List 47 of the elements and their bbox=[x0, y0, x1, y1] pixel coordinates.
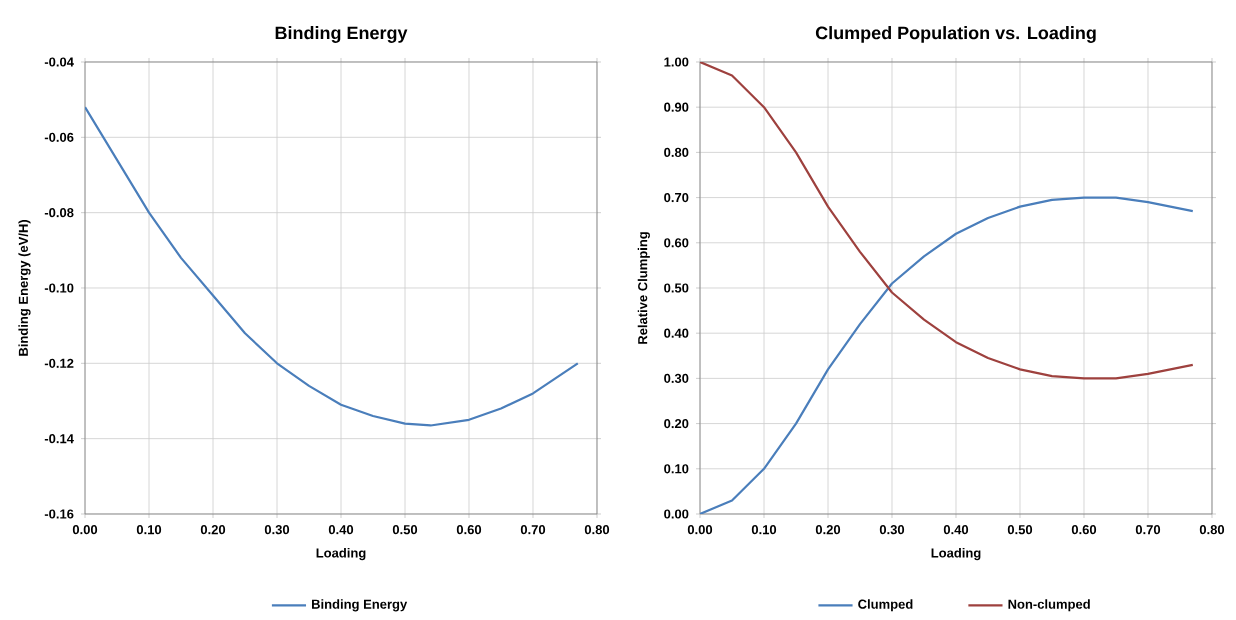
line-series bbox=[700, 62, 1194, 380]
y-tick-label: -0.14 bbox=[44, 434, 74, 444]
x-tick-label: 0.70 bbox=[1135, 525, 1161, 535]
x-tick-label: 0.50 bbox=[392, 525, 418, 535]
y-tick-label: -0.06 bbox=[44, 132, 74, 143]
y-tick-label: 0.10 bbox=[664, 464, 689, 474]
x-tick-label: 0.40 bbox=[328, 525, 354, 535]
x-tick-label: 0.80 bbox=[584, 525, 610, 535]
x-tick-label: 0.30 bbox=[264, 525, 290, 535]
x-tick-label: 0.30 bbox=[879, 525, 905, 535]
x-tick-label: 0.10 bbox=[751, 525, 777, 535]
y-tick-label: -0.12 bbox=[44, 358, 74, 369]
y-tick-label: -0.08 bbox=[44, 208, 74, 218]
x-tick-label: 0.50 bbox=[1007, 525, 1033, 535]
legend-label: Non-clumped bbox=[1008, 599, 1090, 612]
y-tick-label: 0.80 bbox=[664, 147, 689, 158]
y-tick-label: -0.04 bbox=[44, 57, 74, 67]
y-tick-label: 0.40 bbox=[664, 328, 689, 338]
x-tick-label: 0.20 bbox=[815, 525, 841, 535]
y-tick-label: -0.10 bbox=[44, 283, 74, 293]
y-tick-label: 0.60 bbox=[664, 238, 689, 248]
x-tick-label: 0.00 bbox=[72, 525, 98, 535]
x-axis-title: Loading bbox=[316, 548, 366, 561]
y-tick-label: 0.70 bbox=[664, 193, 689, 203]
x-tick-label: 0.10 bbox=[136, 525, 162, 535]
legend-label: Binding Energy bbox=[312, 599, 408, 612]
y-tick-label: 0.30 bbox=[664, 373, 689, 384]
chart-title: Clumped Population vs. Loading bbox=[815, 26, 1096, 44]
y-axis-title: Binding Energy (eV/H) bbox=[18, 220, 31, 356]
x-tick-label: 0.60 bbox=[1071, 525, 1097, 535]
y-axis-title: Relative Clumping bbox=[637, 232, 650, 344]
y-tick-label: 0.20 bbox=[664, 419, 689, 429]
y-tick-label: 1.00 bbox=[664, 57, 689, 67]
x-tick-label: 0.20 bbox=[200, 525, 226, 535]
y-tick-label: -0.16 bbox=[44, 509, 74, 519]
x-tick-label: 0.60 bbox=[456, 525, 482, 535]
x-tick-label: 0.40 bbox=[943, 525, 969, 535]
legend-label: Clumped bbox=[858, 599, 913, 612]
x-tick-label: 0.00 bbox=[687, 525, 713, 535]
x-tick-label: 0.80 bbox=[1199, 525, 1225, 535]
x-axis-title: Loading bbox=[931, 548, 981, 561]
x-tick-label: 0.70 bbox=[520, 525, 546, 535]
y-tick-label: 0.50 bbox=[664, 283, 689, 293]
chart-title: Binding Energy bbox=[275, 26, 408, 44]
y-tick-label: 0.90 bbox=[664, 102, 689, 112]
line-series bbox=[700, 196, 1194, 515]
y-tick-label: 0.00 bbox=[664, 509, 689, 519]
